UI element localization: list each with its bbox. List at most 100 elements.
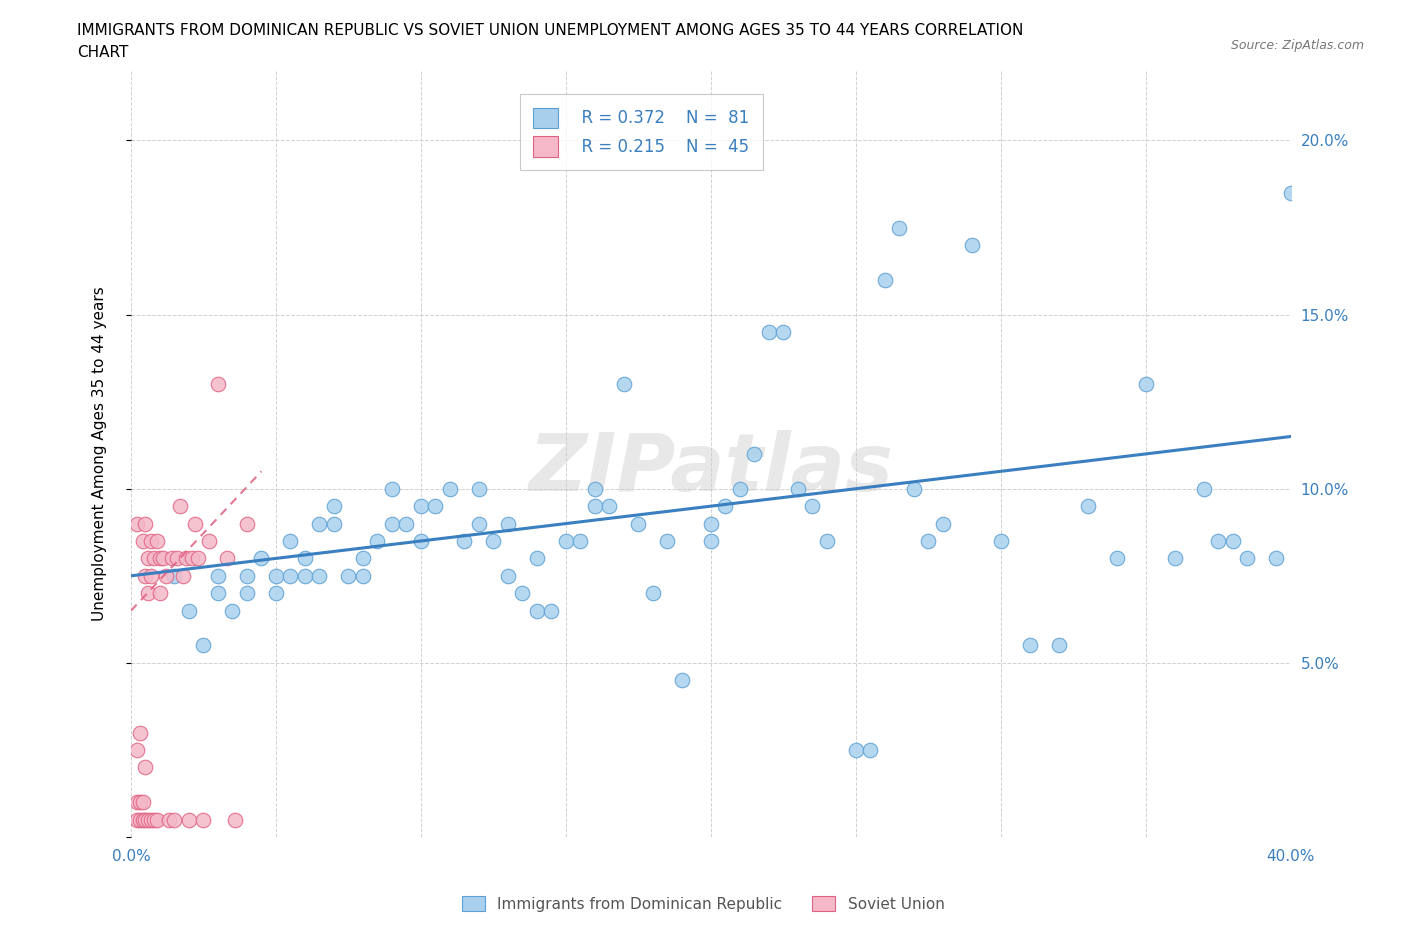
Point <box>526 551 548 565</box>
Text: IMMIGRANTS FROM DOMINICAN REPUBLIC VS SOVIET UNION UNEMPLOYMENT AMONG AGES 35 TO: IMMIGRANTS FROM DOMINICAN REPUBLIC VS SO… <box>77 23 1024 38</box>
Point <box>1279 185 1302 200</box>
Point <box>990 534 1012 549</box>
Point <box>193 812 215 827</box>
Point <box>554 534 576 549</box>
Point <box>772 325 794 339</box>
Legend:   R = 0.372    N =  81,   R = 0.215    N =  45: R = 0.372 N = 81, R = 0.215 N = 45 <box>520 95 763 170</box>
Point <box>1135 377 1157 392</box>
Point <box>308 516 330 531</box>
Text: CHART: CHART <box>77 45 129 60</box>
Point <box>1018 638 1040 653</box>
Point <box>322 516 344 531</box>
Point <box>157 812 180 827</box>
Point <box>193 638 215 653</box>
Point <box>280 534 302 549</box>
Point <box>131 534 153 549</box>
Point <box>381 516 404 531</box>
Point <box>322 498 344 513</box>
Point <box>744 446 766 461</box>
Point <box>224 812 246 827</box>
Point <box>1222 534 1244 549</box>
Point <box>366 534 388 549</box>
Point <box>1164 551 1187 565</box>
Point <box>131 812 153 827</box>
Point <box>352 551 374 565</box>
Point <box>728 482 751 497</box>
Point <box>1206 534 1229 549</box>
Point <box>264 568 287 583</box>
Point <box>583 482 606 497</box>
Point <box>207 568 229 583</box>
Point <box>149 586 172 601</box>
Point <box>134 516 156 531</box>
Point <box>758 325 780 339</box>
Point <box>207 586 229 601</box>
Point <box>496 568 519 583</box>
Point <box>613 377 636 392</box>
Point <box>960 237 983 252</box>
Point <box>903 482 925 497</box>
Point <box>540 604 562 618</box>
Point <box>657 534 679 549</box>
Point <box>482 534 505 549</box>
Point <box>641 586 664 601</box>
Point <box>352 568 374 583</box>
Legend: Immigrants from Dominican Republic, Soviet Union: Immigrants from Dominican Republic, Sovi… <box>456 889 950 918</box>
Point <box>1105 551 1128 565</box>
Point <box>889 220 911 235</box>
Point <box>236 586 259 601</box>
Point <box>169 498 191 513</box>
Point <box>409 534 432 549</box>
Point <box>134 568 156 583</box>
Point <box>294 551 316 565</box>
Point <box>198 534 221 549</box>
Point <box>215 551 238 565</box>
Point <box>1236 551 1258 565</box>
Point <box>569 534 592 549</box>
Point <box>859 742 882 757</box>
Point <box>932 516 955 531</box>
Point <box>671 673 693 688</box>
Point <box>143 812 166 827</box>
Point <box>598 498 620 513</box>
Point <box>468 516 491 531</box>
Point <box>141 534 163 549</box>
Point <box>141 568 163 583</box>
Point <box>177 604 200 618</box>
Point <box>381 482 404 497</box>
Point <box>146 812 169 827</box>
Point <box>337 568 360 583</box>
Text: Source: ZipAtlas.com: Source: ZipAtlas.com <box>1230 39 1364 52</box>
Point <box>873 272 896 287</box>
Point <box>917 534 939 549</box>
Point <box>141 812 163 827</box>
Point <box>221 604 243 618</box>
Point <box>714 498 737 513</box>
Point <box>1047 638 1070 653</box>
Point <box>845 742 868 757</box>
Point <box>294 568 316 583</box>
Point <box>183 516 205 531</box>
Point <box>166 551 188 565</box>
Point <box>138 586 160 601</box>
Point <box>1192 482 1215 497</box>
Point <box>152 551 174 565</box>
Point <box>146 534 169 549</box>
Point <box>236 568 259 583</box>
Point <box>526 604 548 618</box>
Point <box>128 795 150 810</box>
Point <box>131 795 153 810</box>
Point <box>134 812 156 827</box>
Point <box>264 586 287 601</box>
Point <box>138 812 160 827</box>
Point <box>801 498 824 513</box>
Point <box>149 551 172 565</box>
Point <box>138 551 160 565</box>
Point <box>583 498 606 513</box>
Point <box>468 482 491 497</box>
Point <box>496 516 519 531</box>
Point <box>207 377 229 392</box>
Point <box>512 586 534 601</box>
Point <box>395 516 418 531</box>
Point <box>177 812 200 827</box>
